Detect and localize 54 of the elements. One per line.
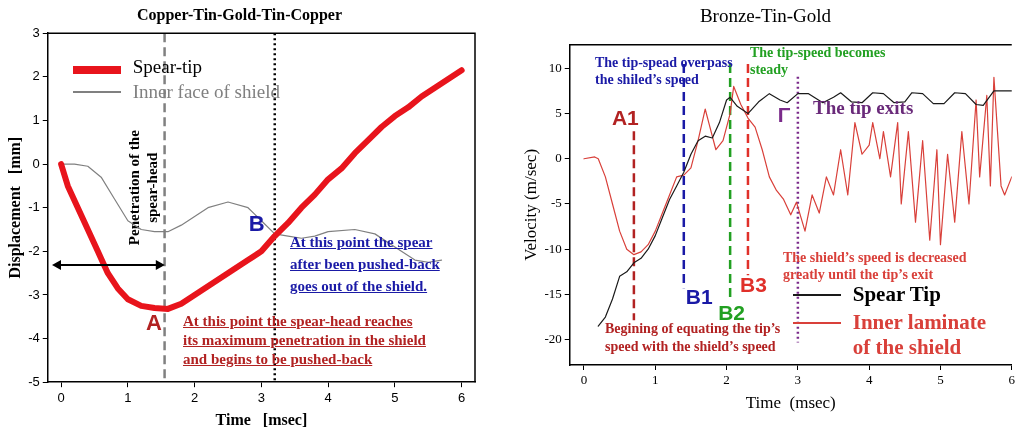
y-tick-label: 10 [548, 59, 562, 75]
ref-line-label: A1 [611, 106, 640, 130]
x-tick-label: 3 [794, 372, 802, 388]
annotation: B [248, 211, 265, 237]
chart-title: Bronze-Tin-Gold [699, 5, 832, 27]
y-tick-label: -2 [28, 242, 40, 258]
legend-label: Inner face of shield [132, 81, 280, 104]
x-tick-label: 5 [937, 372, 944, 388]
x-tick-label: 1 [124, 389, 132, 405]
y-tick-label: 2 [32, 68, 40, 84]
x-tick-label: 2 [723, 372, 730, 388]
annotation: At this point the spear-head reaches its maximum penetration in the shield and begins to be pushed-back [183, 312, 426, 369]
y-tick-label: -1 [28, 199, 40, 215]
x-axis-title: Time (msec) [745, 393, 836, 413]
x-tick-label: 2 [191, 389, 199, 405]
annotation: A [145, 309, 162, 335]
x-tick-label: 3 [257, 389, 265, 405]
y-tick-label: 0 [555, 150, 562, 166]
legend-label: Spear-tip [132, 56, 203, 79]
y-tick-label: 5 [555, 104, 562, 120]
y-tick-label: -5 [28, 373, 40, 389]
x-tick-label: 4 [324, 389, 332, 405]
legend-label: Spear Tip [852, 282, 941, 307]
x-tick-label: 0 [580, 372, 588, 388]
y-tick-label: -3 [28, 286, 40, 302]
ref-line-label: Γ [777, 102, 791, 126]
annotation: At this point the spear after been pushed-back goes out of the shield. [290, 233, 440, 296]
x-tick-label: 1 [652, 372, 659, 388]
chart-title: Copper-Tin-Gold-Tin-Copper [136, 5, 343, 24]
x-tick-label: 4 [865, 372, 873, 388]
x-tick-label: 6 [1008, 372, 1016, 388]
y-tick-label: -15 [544, 285, 562, 301]
y-tick-label: 0 [32, 155, 40, 171]
x-tick-label: 5 [391, 389, 399, 405]
annotation: The tip exits [813, 97, 914, 118]
x-tick-label: 0 [57, 389, 65, 405]
x-tick-label: 6 [458, 389, 466, 405]
legend-label: Inner laminate of the shield [852, 310, 987, 360]
x-axis-title: Time [msec] [215, 410, 308, 428]
y-axis-title: Displacement [mm] [5, 136, 24, 279]
y-tick-label: 3 [32, 24, 40, 40]
ref-line-label: Penetration of the spear-head [125, 129, 160, 246]
annotation: The tip-spead overpass the shiled’s speed [595, 54, 733, 88]
y-tick-label: -10 [544, 240, 562, 256]
ref-line-label: B1 [685, 285, 713, 309]
y-tick-label: 1 [32, 112, 40, 128]
y-tick-label: -5 [550, 195, 562, 211]
y-tick-label: -4 [28, 330, 40, 346]
annotation: Begining of equating the tip’s speed with the shield’s speed [605, 320, 781, 356]
annotation: The tip-speed becomes steady [750, 44, 886, 78]
ref-line-label: B3 [739, 272, 767, 296]
y-axis-title: Velocity (m/sec) [520, 148, 540, 261]
annotation: The shield’s speed is decreased greatly until the tip’s exit [783, 249, 967, 283]
y-tick-label: -20 [544, 331, 562, 347]
